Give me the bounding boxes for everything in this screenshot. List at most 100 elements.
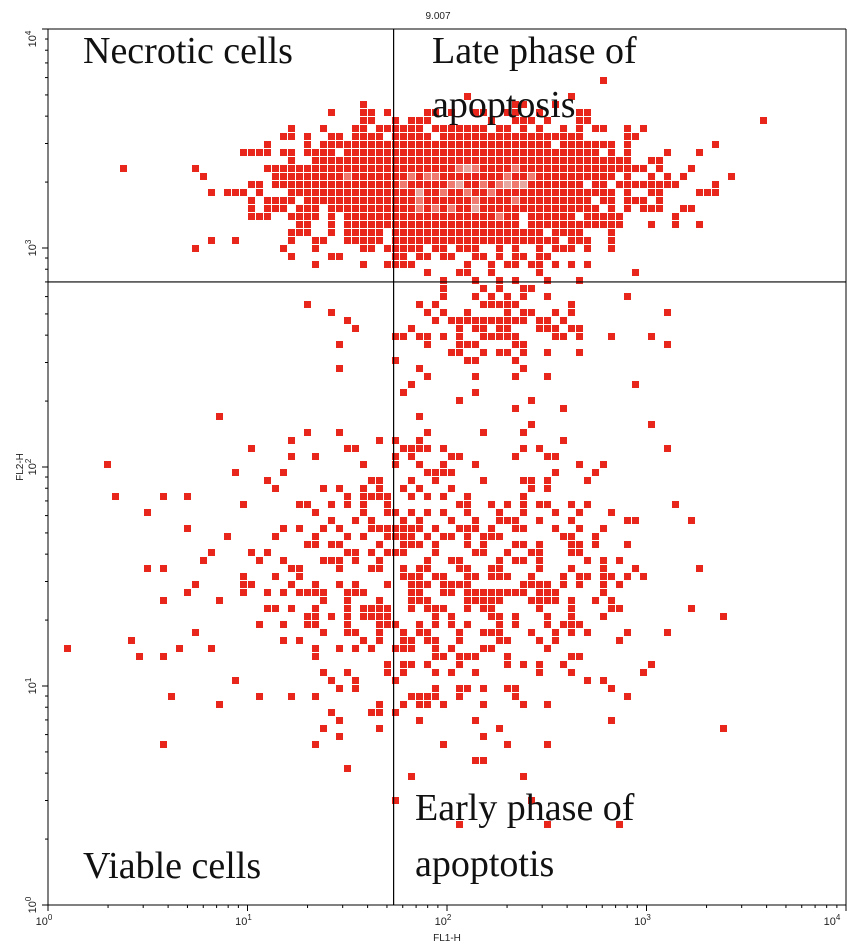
- scatter-point: [232, 189, 239, 196]
- scatter-point: [280, 469, 287, 476]
- scatter-point: [408, 205, 415, 212]
- scatter-point: [456, 133, 463, 140]
- scatter-point: [456, 629, 463, 636]
- scatter-point: [496, 157, 503, 164]
- scatter-point: [288, 605, 295, 612]
- scatter-point: [384, 525, 391, 532]
- scatter-point: [376, 597, 383, 604]
- scatter-point: [480, 301, 487, 308]
- scatter-point: [472, 165, 479, 172]
- scatter-point: [592, 157, 599, 164]
- scatter-point: [512, 197, 519, 204]
- scatter-point: [432, 173, 439, 180]
- scatter-point: [408, 581, 415, 588]
- scatter-point: [320, 485, 327, 492]
- scatter-point: [520, 557, 527, 564]
- scatter-point: [296, 173, 303, 180]
- scatter-point: [472, 325, 479, 332]
- scatter-point: [648, 661, 655, 668]
- scatter-point: [488, 165, 495, 172]
- scatter-point: [512, 213, 519, 220]
- scatter-point: [520, 157, 527, 164]
- scatter-point: [496, 133, 503, 140]
- scatter-point: [416, 717, 423, 724]
- scatter-point: [376, 701, 383, 708]
- scatter-point: [384, 173, 391, 180]
- scatter-point: [400, 485, 407, 492]
- scatter-point: [480, 333, 487, 340]
- scatter-point: [448, 589, 455, 596]
- scatter-point: [592, 141, 599, 148]
- scatter-point: [304, 213, 311, 220]
- scatter-point: [376, 605, 383, 612]
- scatter-point: [608, 333, 615, 340]
- scatter-point: [536, 197, 543, 204]
- scatter-point: [464, 525, 471, 532]
- scatter-point: [416, 365, 423, 372]
- scatter-point: [376, 477, 383, 484]
- scatter-point: [200, 173, 207, 180]
- scatter-point: [456, 317, 463, 324]
- scatter-point: [376, 229, 383, 236]
- scatter-point: [528, 549, 535, 556]
- scatter-point: [576, 277, 583, 284]
- scatter-point: [496, 557, 503, 564]
- scatter-point: [552, 157, 559, 164]
- scatter-point: [640, 165, 647, 172]
- scatter-point: [408, 229, 415, 236]
- scatter-point: [624, 181, 631, 188]
- scatter-point: [520, 125, 527, 132]
- scatter-point: [592, 469, 599, 476]
- scatter-point: [312, 621, 319, 628]
- scatter-point: [464, 189, 471, 196]
- scatter-point: [432, 301, 439, 308]
- scatter-point: [368, 157, 375, 164]
- scatter-point: [696, 149, 703, 156]
- scatter-point: [488, 117, 495, 124]
- scatter-point: [416, 589, 423, 596]
- scatter-point: [560, 533, 567, 540]
- scatter-point: [160, 741, 167, 748]
- scatter-point: [504, 549, 511, 556]
- scatter-point: [696, 189, 703, 196]
- scatter-point: [488, 293, 495, 300]
- scatter-point: [424, 693, 431, 700]
- scatter-point: [544, 821, 551, 828]
- scatter-point: [440, 245, 447, 252]
- scatter-point: [328, 189, 335, 196]
- scatter-point: [536, 261, 543, 268]
- scatter-point: [552, 205, 559, 212]
- scatter-point: [280, 557, 287, 564]
- scatter-point: [560, 157, 567, 164]
- scatter-point: [304, 429, 311, 436]
- scatter-point: [312, 645, 319, 652]
- scatter-point: [288, 149, 295, 156]
- scatter-point: [352, 157, 359, 164]
- scatter-point: [456, 821, 463, 828]
- scatter-point: [400, 645, 407, 652]
- scatter-point: [536, 605, 543, 612]
- y-axis-title: FL2-H: [15, 453, 26, 481]
- scatter-point: [408, 189, 415, 196]
- scatter-point: [256, 621, 263, 628]
- scatter-point: [536, 213, 543, 220]
- scatter-point: [392, 245, 399, 252]
- scatter-point: [376, 181, 383, 188]
- scatter-point: [400, 173, 407, 180]
- scatter-point: [504, 125, 511, 132]
- scatter-point: [672, 221, 679, 228]
- scatter-point: [408, 525, 415, 532]
- scatter-point: [392, 125, 399, 132]
- scatter-point: [504, 317, 511, 324]
- scatter-point: [344, 229, 351, 236]
- scatter-point: [544, 453, 551, 460]
- scatter-point: [368, 709, 375, 716]
- scatter-point: [408, 605, 415, 612]
- scatter-point: [504, 229, 511, 236]
- scatter-point: [416, 189, 423, 196]
- scatter-point: [408, 693, 415, 700]
- scatter-point: [560, 621, 567, 628]
- scatter-point: [368, 165, 375, 172]
- scatter-point: [496, 621, 503, 628]
- scatter-point: [336, 197, 343, 204]
